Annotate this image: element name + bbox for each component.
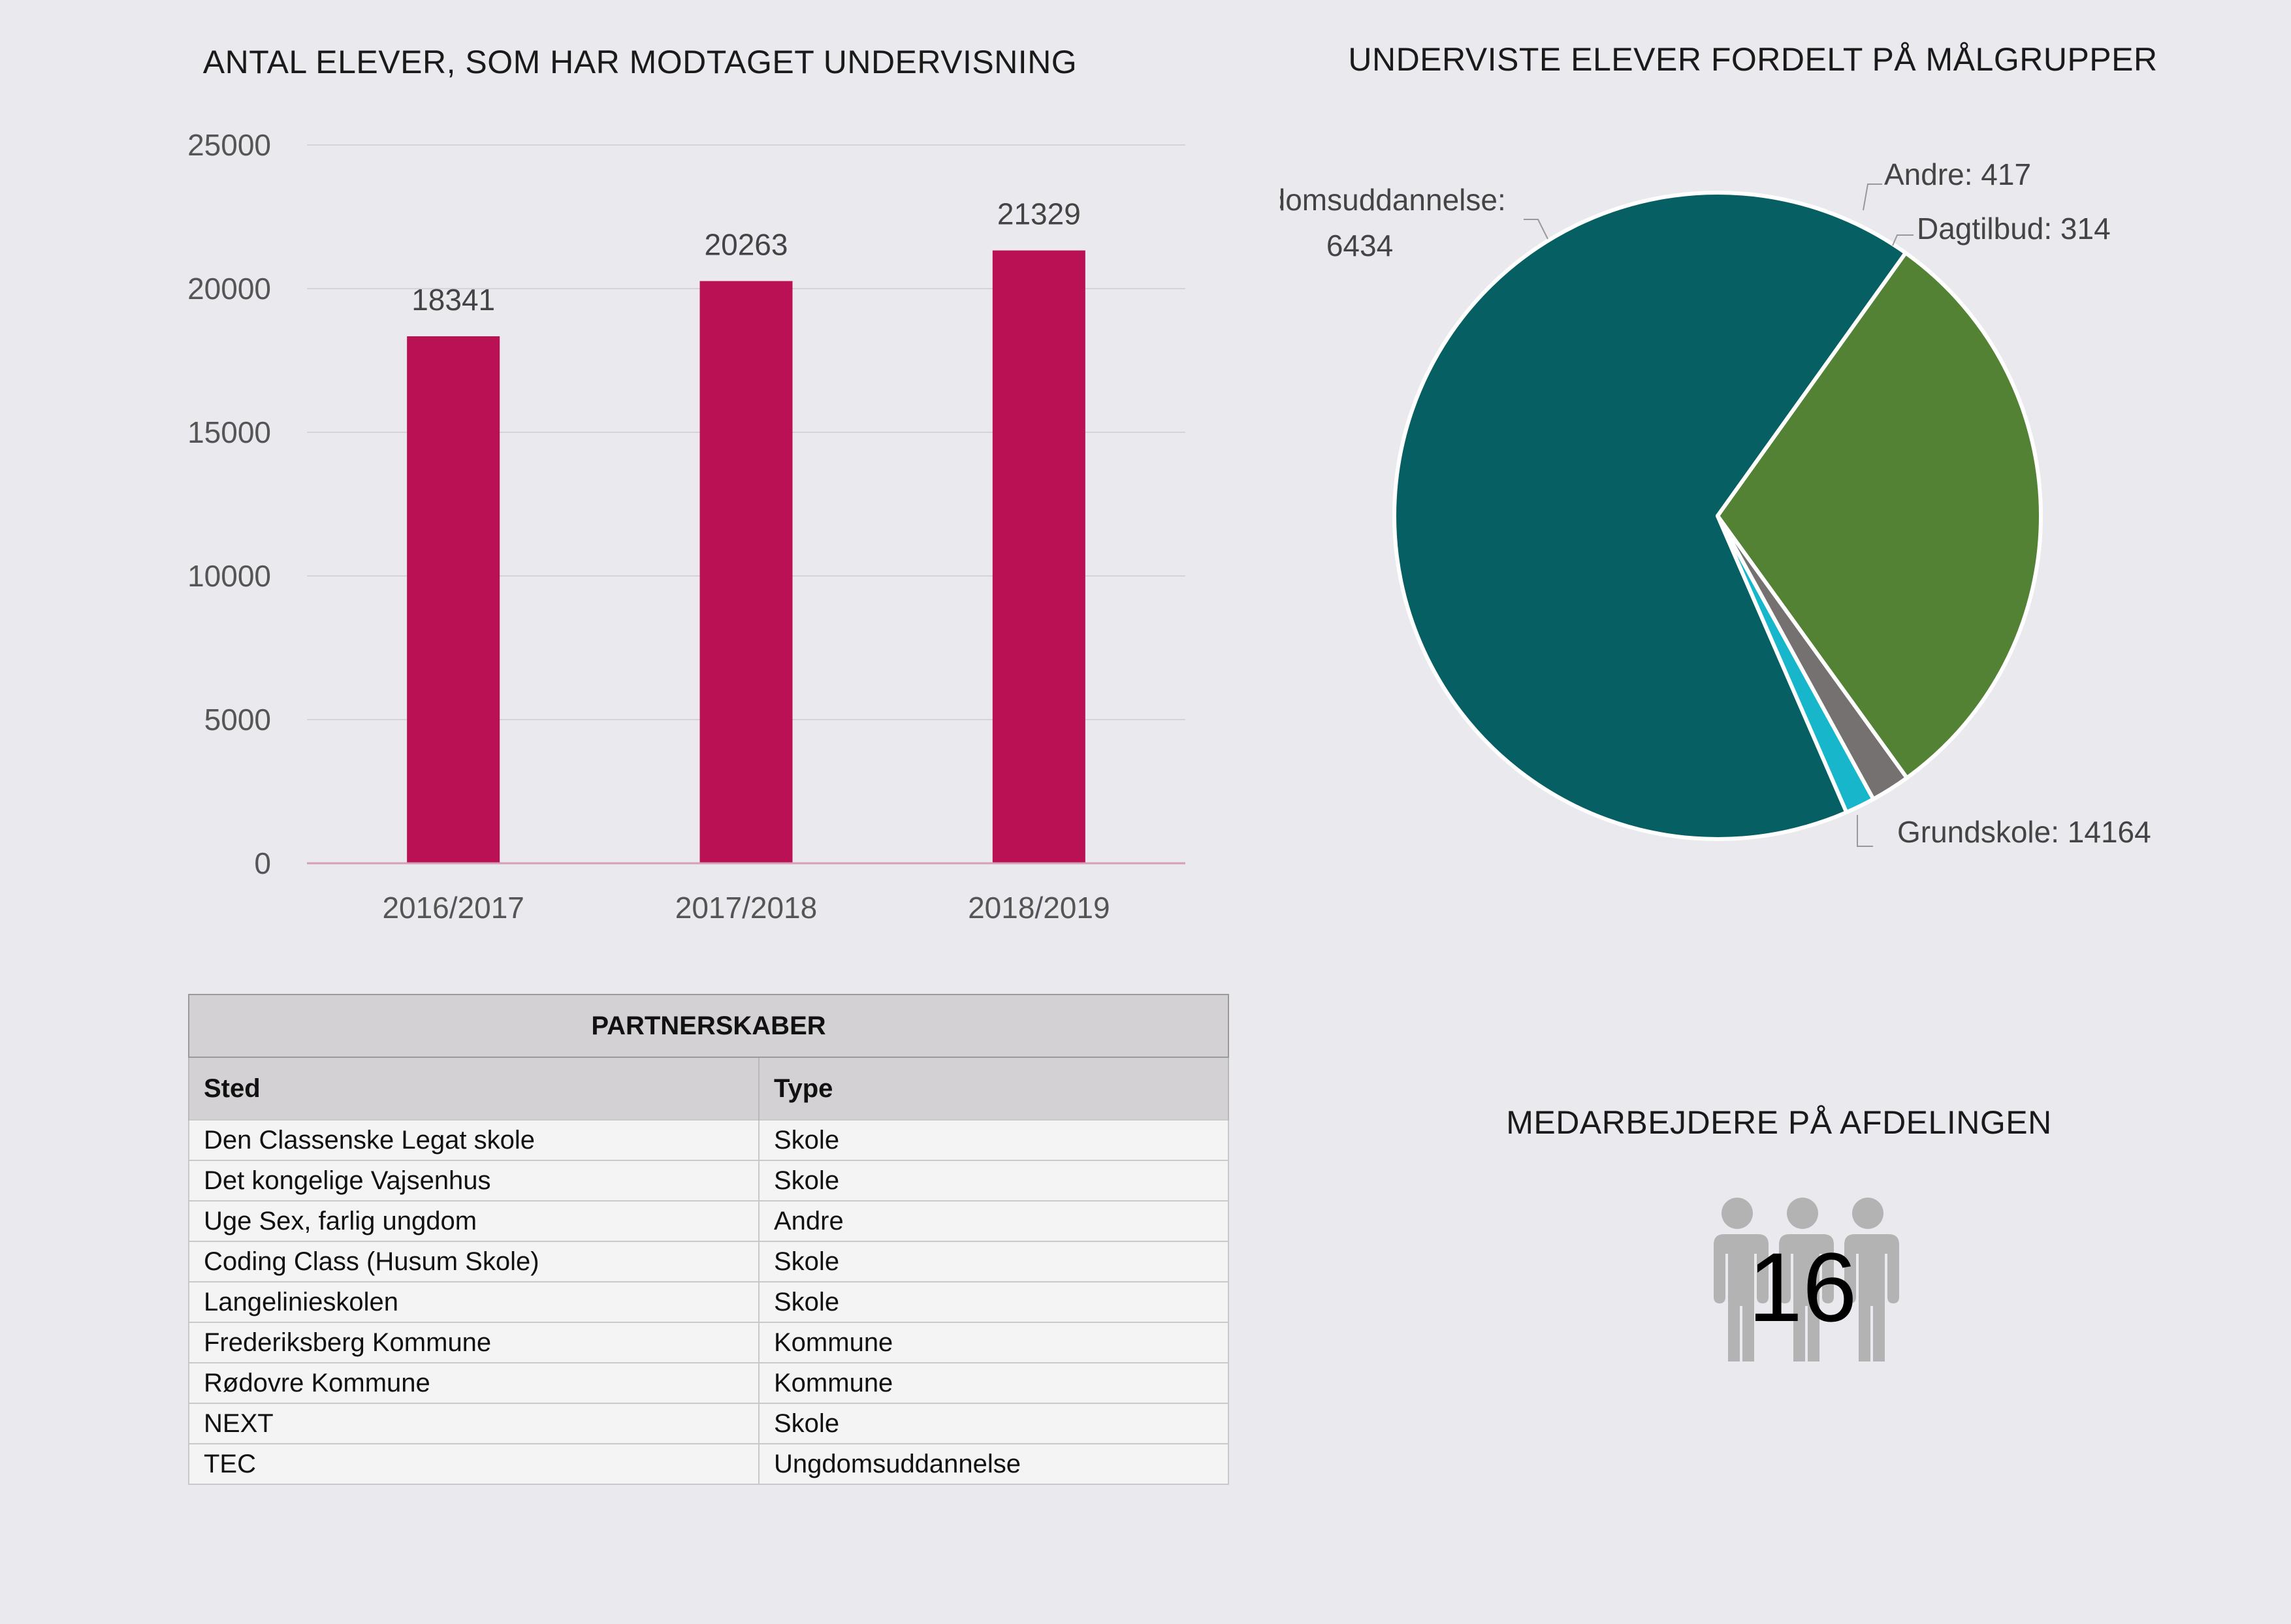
pie-chart: Grundskole: 14164 Ungdomsuddannelse: 6434 A… xyxy=(1280,157,2151,849)
table-row: Coding Class (Husum Skole) Skole xyxy=(188,1241,1229,1282)
table-cell-sted: Den Classenske Legat skole xyxy=(188,1119,760,1161)
table-cell-sted: Frederiksberg Kommune xyxy=(188,1322,760,1363)
y-tick-label: 20000 xyxy=(187,272,271,306)
table-cell-sted: Langelinieskolen xyxy=(188,1281,760,1323)
table-cell-type: Skole xyxy=(758,1160,1229,1202)
table-cell-sted: NEXT xyxy=(188,1403,760,1444)
table-cell-sted: Coding Class (Husum Skole) xyxy=(188,1241,760,1282)
leader-line xyxy=(1863,183,1882,211)
pie-slice xyxy=(1716,514,1876,814)
column-header-sted: Sted xyxy=(188,1057,760,1120)
bar xyxy=(407,336,500,863)
table-cell-type: Skole xyxy=(758,1281,1229,1323)
bar-chart-title: ANTAL ELEVER, SOM HAR MODTAGET UNDERVISN… xyxy=(202,44,1078,80)
leader-line xyxy=(1857,815,1873,847)
y-tick-label: 10000 xyxy=(187,559,271,593)
pie-chart-title: UNDERVISTE ELEVER FORDELT PÅ MÅLGRUPPER xyxy=(1348,41,2158,78)
y-tick-label: 5000 xyxy=(204,703,271,737)
table-cell-type: Skole xyxy=(758,1241,1229,1282)
table-cell-sted: TEC xyxy=(188,1443,760,1485)
x-tick-label: 2018/2019 xyxy=(968,891,1110,925)
staff-title: MEDARBEJDERE PÅ AFDELINGEN xyxy=(1506,1104,2052,1141)
y-tick-label: 25000 xyxy=(187,128,271,162)
bar xyxy=(699,281,793,864)
pie-label-value: 6434 xyxy=(1326,229,1393,263)
table-row: Det kongelige Vajsenhus Skole xyxy=(188,1160,1229,1202)
pie-label: Andre: 417 xyxy=(1884,157,2031,191)
bar-chart: 0 5000 10000 15000 20000 25000 18341 2016/2017 2… xyxy=(187,128,1185,925)
pie-slice xyxy=(1392,191,1908,841)
pie-label: Grundskole: 14164 xyxy=(1897,815,2151,849)
x-tick-label: 2016/2017 xyxy=(382,891,524,925)
data-label: 21329 xyxy=(997,197,1081,231)
table-cell-type: Skole xyxy=(758,1403,1229,1444)
table-cell-sted: Uge Sex, farlig ungdom xyxy=(188,1200,760,1242)
leader-line xyxy=(1524,219,1548,240)
table-cell-type: Ungdomsuddannelse xyxy=(758,1443,1229,1485)
table-cell-type: Andre xyxy=(758,1200,1229,1242)
table-row: Den Classenske Legat skole Skole xyxy=(188,1119,1229,1161)
x-tick-label: 2017/2018 xyxy=(675,891,817,925)
pie-label: Ungdomsuddannelse: xyxy=(1280,183,1506,217)
table-cell-sted: Det kongelige Vajsenhus xyxy=(188,1160,760,1202)
table-cell-type: Kommune xyxy=(758,1362,1229,1404)
data-label: 18341 xyxy=(411,283,495,317)
table-row: Frederiksberg Kommune Kommune xyxy=(188,1322,1229,1363)
pie-slice xyxy=(1716,251,2043,780)
y-tick-label: 0 xyxy=(254,846,271,880)
table-row: Uge Sex, farlig ungdom Andre xyxy=(188,1200,1229,1242)
table-caption: PARTNERSKABER xyxy=(188,994,1229,1058)
data-label: 20263 xyxy=(705,227,788,261)
staff-count: 16 xyxy=(1748,1232,1857,1342)
people-group-icon xyxy=(1714,1198,1899,1361)
table-cell-type: Skole xyxy=(758,1119,1229,1161)
table-row: NEXT Skole xyxy=(188,1403,1229,1444)
column-header-type: Type xyxy=(758,1057,1229,1120)
table-cell-type: Kommune xyxy=(758,1322,1229,1363)
table-cell-sted: Rødovre Kommune xyxy=(188,1362,760,1404)
y-tick-label: 15000 xyxy=(187,415,271,449)
partnerships-table: PARTNERSKABER Sted Type Den Classenske L… xyxy=(188,994,1229,1485)
table-row: Langelinieskolen Skole xyxy=(188,1281,1229,1323)
bar xyxy=(992,250,1085,863)
pie-label: Dagtilbud: 314 xyxy=(1917,212,2111,246)
table-row: Rødovre Kommune Kommune xyxy=(188,1362,1229,1404)
table-row: TEC Ungdomsuddannelse xyxy=(188,1443,1229,1485)
leader-line xyxy=(1892,234,1914,246)
